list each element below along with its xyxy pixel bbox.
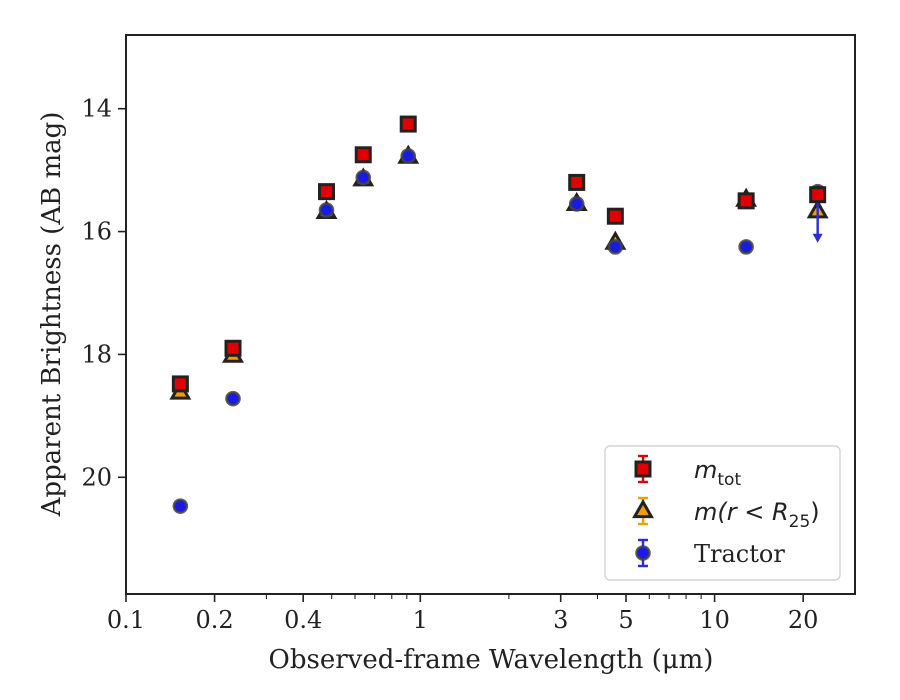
legend-label-subscript: 25 (789, 512, 811, 532)
legend-label-main: m(r < R (694, 498, 789, 526)
square-point (399, 115, 417, 133)
x-tick-label: 0.2 (196, 606, 234, 634)
square-point (737, 192, 755, 210)
circle-point (318, 202, 335, 218)
square-point (354, 146, 372, 164)
legend-label: mtot (694, 456, 741, 490)
x-tick-label: 10 (699, 606, 730, 634)
data-points (169, 115, 829, 514)
y-tick-label: 20 (81, 463, 112, 491)
legend-label: m(r < R25) (694, 498, 820, 532)
legend-label: Tractor (694, 540, 785, 568)
x-tick-label: 0.4 (284, 606, 322, 634)
upper-limit-arrowhead (812, 233, 823, 243)
legend-label-tail: ) (810, 498, 819, 526)
legend-label-main: m (694, 456, 717, 484)
circle-point (568, 196, 585, 212)
legend-circle-marker (635, 545, 651, 561)
circle-point (355, 169, 372, 186)
legend-box (604, 445, 841, 581)
x-tick-label: 3 (553, 606, 568, 634)
square-point (568, 173, 586, 191)
x-tick-label: 1 (413, 606, 428, 634)
plot-frame (125, 34, 856, 595)
legend-label-main: Tractor (694, 540, 785, 568)
legend-triangle-marker (632, 498, 654, 519)
square-point (224, 339, 242, 357)
x-axis-label: Observed-frame Wavelength (μm) (269, 645, 714, 675)
legend-square-marker (634, 460, 652, 478)
circle-point (172, 498, 189, 514)
y-tick-label: 14 (81, 95, 112, 123)
square-point (809, 186, 827, 204)
legend: mtot m(r < R25) Tractor (604, 445, 841, 581)
circle-point (225, 390, 241, 407)
square-point (171, 375, 189, 393)
x-tick-label: 0.1 (107, 606, 145, 634)
y-axis-label: Apparent Brightness (AB mag) (37, 112, 67, 518)
axis-ticks: 0.1 0.2 0.4 1 3 5 10 20 14 16 18 20 (81, 95, 818, 634)
circle-point (400, 148, 417, 164)
square-point (606, 207, 624, 225)
legend-label-subscript: tot (717, 470, 741, 490)
circle-point (738, 239, 754, 255)
x-tick-label: 5 (618, 606, 633, 634)
y-tick-label: 16 (81, 218, 112, 246)
y-tick-label: 18 (81, 340, 112, 368)
square-point (317, 183, 335, 201)
x-tick-label: 20 (788, 606, 819, 634)
circle-point (607, 239, 624, 255)
